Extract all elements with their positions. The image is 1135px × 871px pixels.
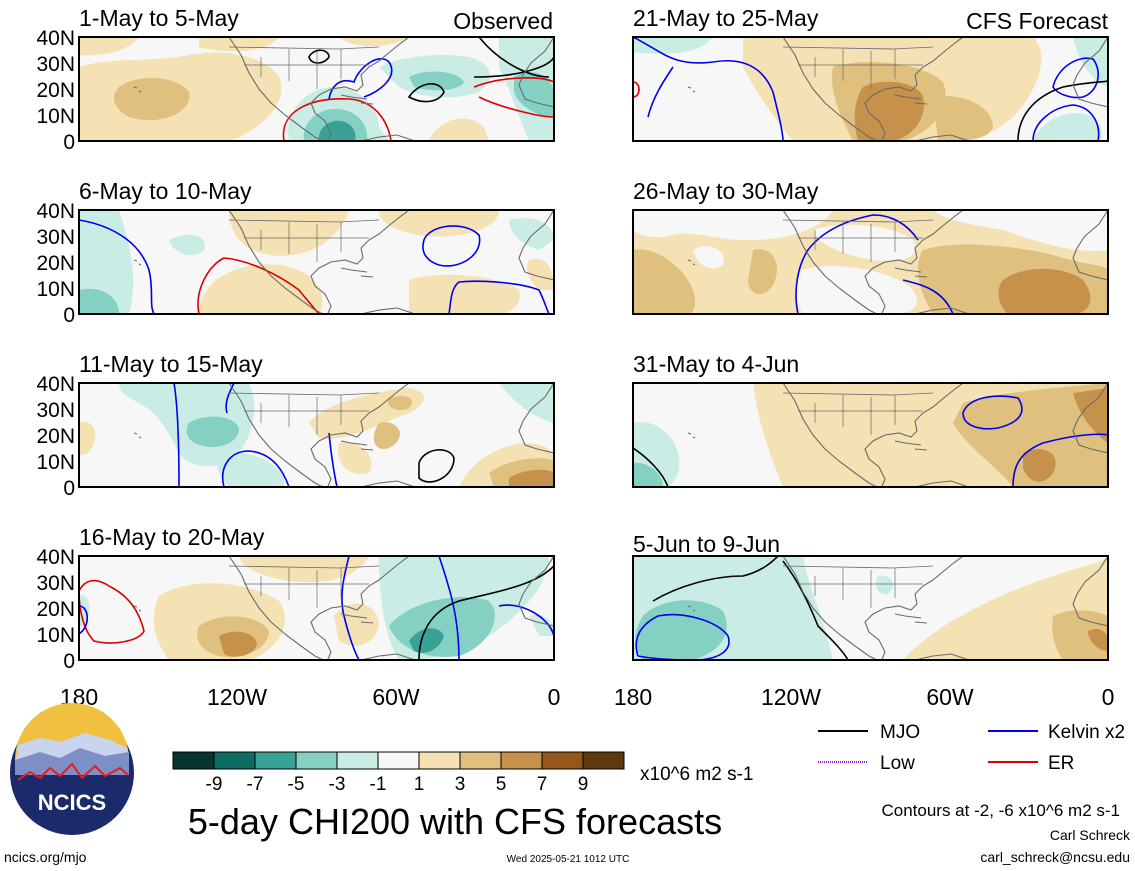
svg-text:10N: 10N [36,105,75,128]
panel-title: 26-May to 30-May [633,178,819,204]
svg-text:20N: 20N [36,598,75,621]
colorbar-tick-label: 5 [496,774,507,795]
colorbar-tick-label: 3 [455,774,466,795]
legend-label-kelvin: Kelvin x2 [1048,722,1125,743]
panel-title: 11-May to 15-May [79,351,263,377]
panel-title: 21-May to 25-May [633,5,819,31]
colorbar: -9 -7 -5 -3 -1 1 3 5 7 9 x10^6 m2 s-1 [172,751,753,795]
map-panel-3: 11-May to 15-May [78,351,555,488]
panel-title: 1-May to 5-May [79,5,239,31]
colorbar-swatch [582,751,625,770]
map-panel-4: 16-May to 20-May [78,524,555,661]
map-panel-5: 21-May to 25-May [632,5,1109,142]
timestamp: Wed 2025-05-21 1012 UTC [507,854,630,865]
legend: MJO Kelvin x2 Low ER [818,722,1125,774]
svg-text:120W: 120W [207,684,267,710]
logo-text: NCICS [38,790,106,815]
svg-text:30N: 30N [36,226,75,249]
svg-text:0: 0 [63,304,75,327]
svg-text:10N: 10N [36,451,75,474]
colorbar-tick-label: 9 [578,774,589,795]
svg-text:20N: 20N [36,425,75,448]
svg-text:60W: 60W [926,684,974,710]
svg-text:60W: 60W [372,684,420,710]
lon-labels-right: 180 120W 60W 0 [614,684,1115,710]
panel-title: 31-May to 4-Jun [633,351,799,377]
map-panel-7: 31-May to 4-Jun [632,351,1109,488]
legend-label-mjo: MJO [880,722,920,743]
colorbar-tick-label: 7 [537,774,548,795]
svg-text:0: 0 [548,684,561,710]
lat-labels-left: 40N 30N 20N 10N 0 40N 30N 20N 10N 0 40N 30N 20N 10N… [36,27,75,673]
svg-text:30N: 30N [36,572,75,595]
map-panel-1: 1-May to 5-May [78,5,555,142]
svg-text:0: 0 [63,477,75,500]
colorbar-swatch [254,751,297,770]
colorbar-tick-label: -1 [370,774,387,795]
svg-text:20N: 20N [36,79,75,102]
colorbar-swatch [459,751,502,770]
email: carl_schreck@ncsu.edu [980,849,1130,865]
ncics-logo: NCICS [10,703,134,835]
contour-note: Contours at -2, -6 x10^6 m2 s-1 [881,801,1120,820]
legend-label-er: ER [1048,753,1074,774]
colorbar-units: x10^6 m2 s-1 [640,764,753,785]
colorbar-tick-label: -3 [329,774,346,795]
colorbar-swatch [295,751,338,770]
panel-title: 6-May to 10-May [79,178,252,204]
svg-text:40N: 40N [36,27,75,50]
svg-text:40N: 40N [36,546,75,569]
colorbar-tick-label: -5 [288,774,305,795]
svg-text:30N: 30N [36,399,75,422]
lon-labels-left: 180 120W 60W 0 [60,684,561,710]
forecast-label: CFS Forecast [966,8,1108,34]
colorbar-tick-label: 1 [414,774,425,795]
colorbar-swatch [213,751,256,770]
website: ncics.org/mjo [4,849,87,865]
map-panel-6: 26-May to 30-May [632,178,1109,315]
svg-text:40N: 40N [36,200,75,223]
colorbar-swatch [172,751,215,770]
svg-text:0: 0 [63,131,75,154]
svg-text:20N: 20N [36,252,75,275]
svg-text:180: 180 [614,684,652,710]
author: Carl Schreck [1050,827,1131,843]
panel-title: 5-Jun to 9-Jun [633,531,780,557]
colorbar-tick-label: -7 [247,774,264,795]
main-title: 5-day CHI200 with CFS forecasts [188,801,722,842]
colorbar-swatch [377,751,420,770]
map-panel-2: 6-May to 10-May [78,178,555,315]
svg-text:0: 0 [63,650,75,673]
svg-text:30N: 30N [36,53,75,76]
colorbar-swatch [336,751,379,770]
colorbar-tick-label: -9 [206,774,223,795]
legend-label-low: Low [880,753,915,774]
map-panel-8: 5-Jun to 9-Jun [632,531,1109,661]
svg-text:40N: 40N [36,373,75,396]
svg-text:120W: 120W [761,684,821,710]
colorbar-swatch [500,751,543,770]
panel-title: 16-May to 20-May [79,524,265,550]
colorbar-swatch [418,751,461,770]
colorbar-swatch [541,751,584,770]
svg-text:0: 0 [1102,684,1115,710]
observed-label: Observed [453,8,553,34]
svg-text:10N: 10N [36,624,75,647]
svg-text:10N: 10N [36,278,75,301]
